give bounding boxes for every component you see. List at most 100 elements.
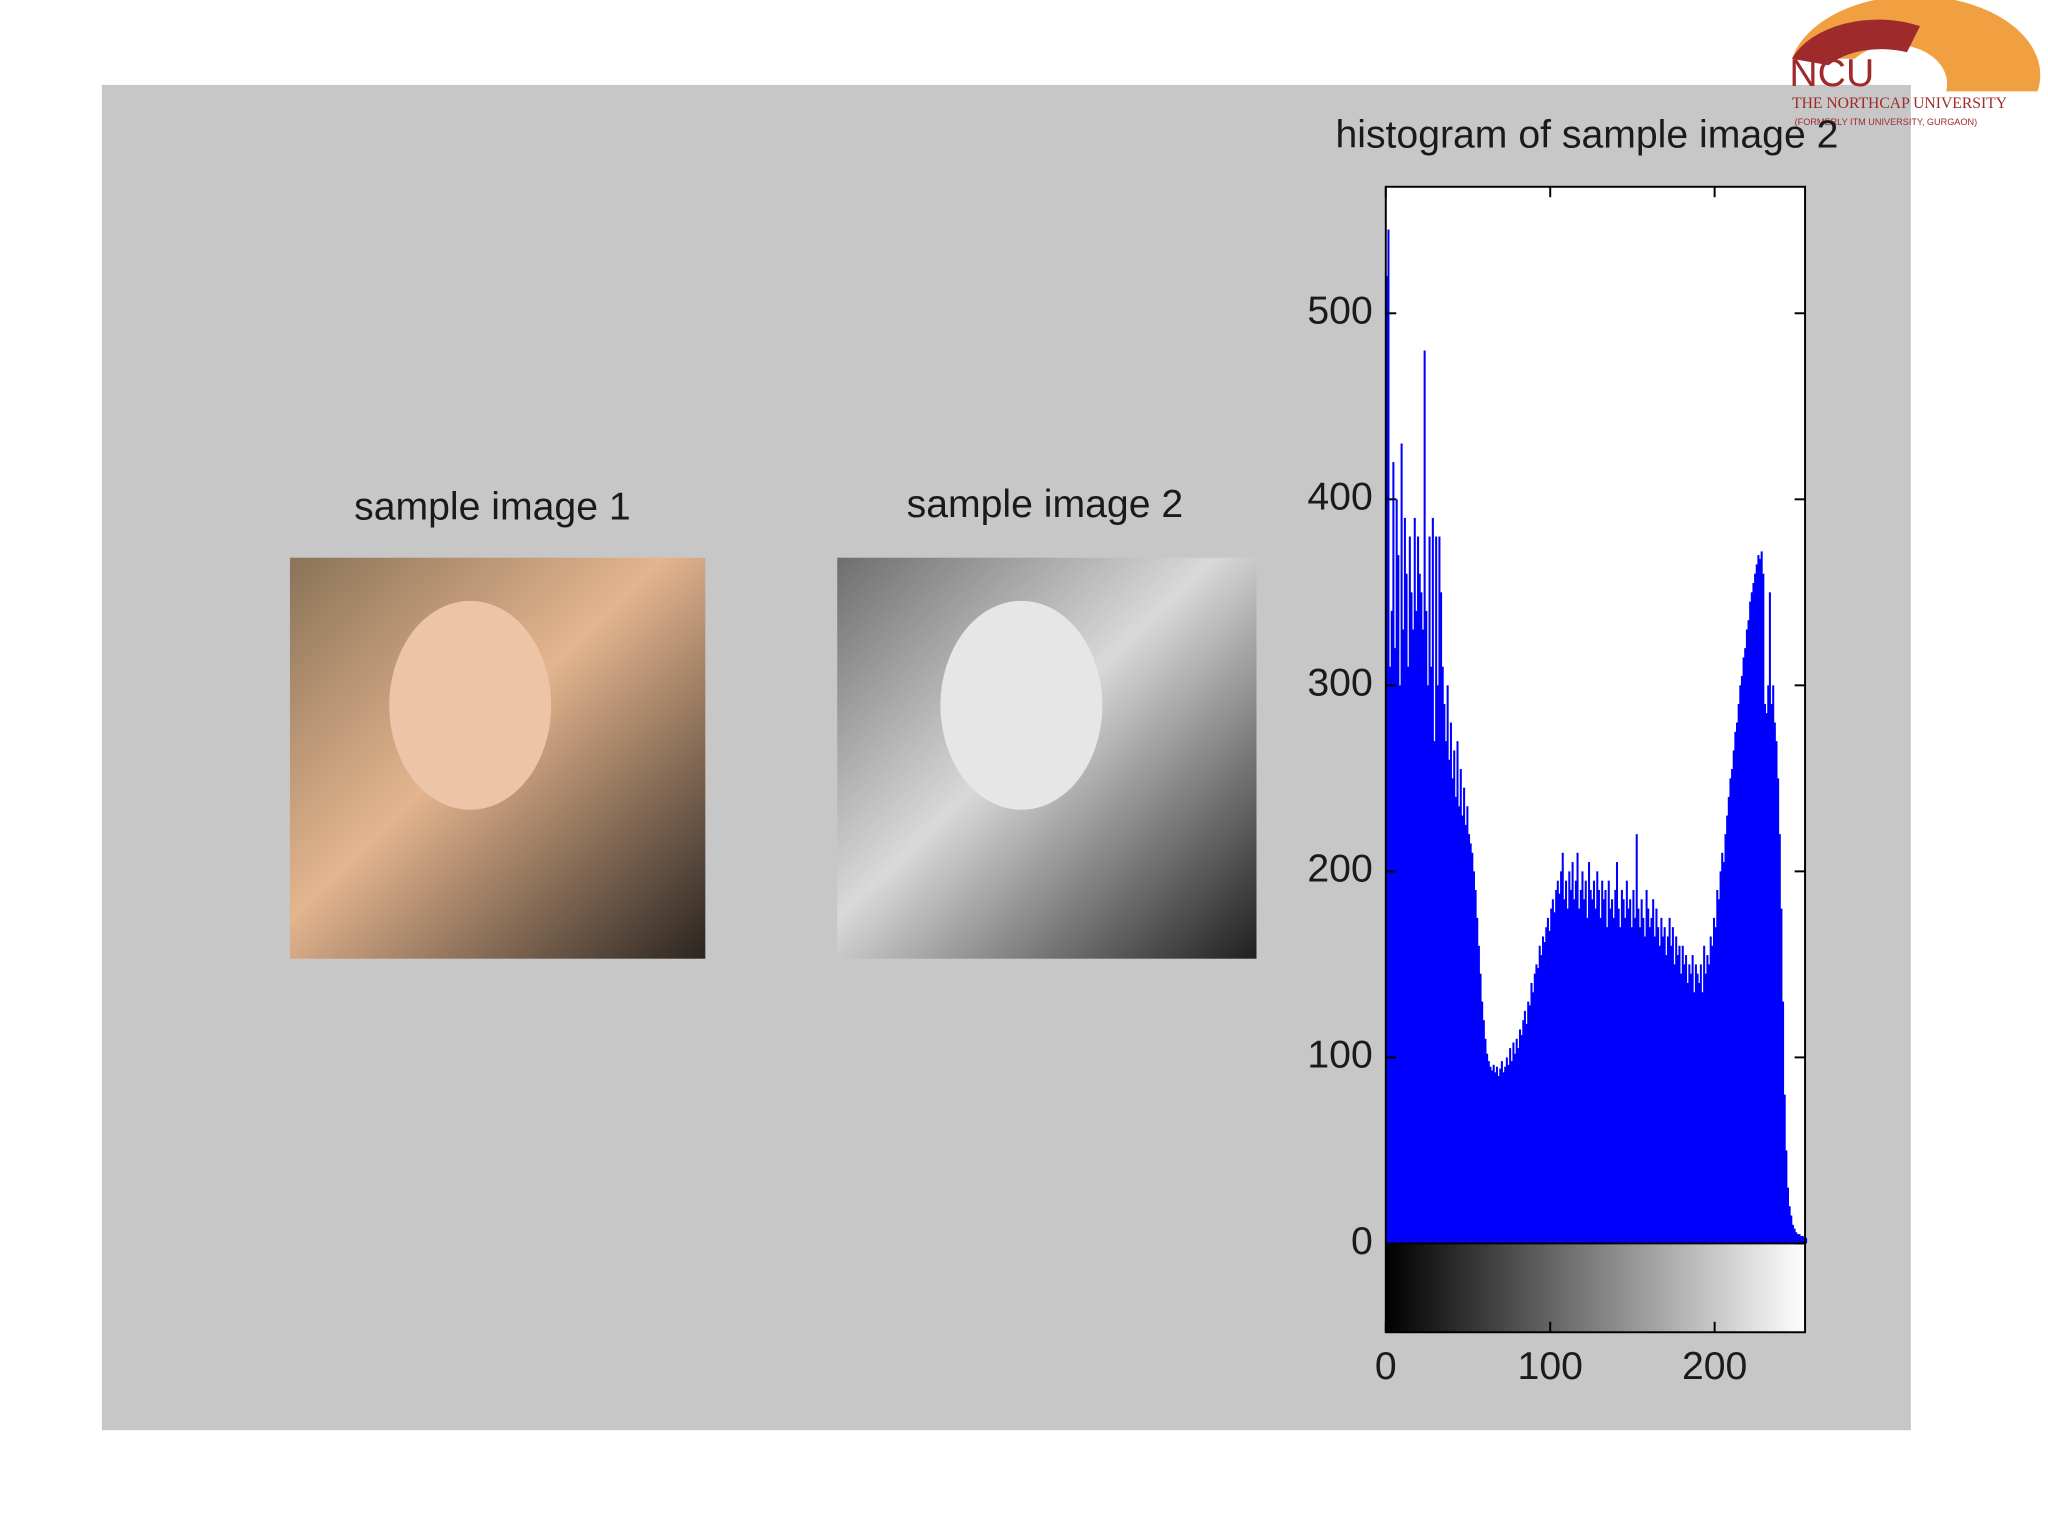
histogram-bar [1426, 685, 1429, 1244]
histogram-bar [1597, 889, 1600, 1244]
histogram-bar [1754, 573, 1757, 1244]
histogram-bar [1533, 973, 1536, 1244]
histogram-bar [1653, 936, 1656, 1244]
histogram-bar [1755, 564, 1758, 1244]
histogram-bar [1474, 889, 1477, 1244]
histogram-bar [1571, 862, 1574, 1244]
histogram-bar [1607, 880, 1610, 1244]
histogram-bar [1635, 834, 1638, 1244]
histogram-bar [1627, 908, 1630, 1244]
y-tick-label: 0 [1351, 1220, 1373, 1263]
histogram-bar [1750, 592, 1753, 1244]
histogram-bar [1389, 666, 1392, 1244]
histogram-bar [1448, 759, 1451, 1244]
histogram-bar [1400, 443, 1403, 1244]
histogram-bar [1663, 927, 1666, 1244]
histogram-bar [1694, 964, 1697, 1244]
histogram-bar [1579, 889, 1582, 1244]
histogram-bar [1568, 871, 1571, 1244]
histogram-bar [1461, 815, 1464, 1244]
histogram-bar [1530, 982, 1533, 1244]
histogram-bar [1515, 1038, 1518, 1244]
histogram-bar [1699, 964, 1702, 1244]
y-tick-label: 300 [1307, 662, 1372, 705]
histogram-bar [1560, 871, 1563, 1244]
histogram-bar [1805, 1237, 1808, 1244]
histogram-bar [1625, 880, 1628, 1244]
histogram-bar [1487, 1061, 1490, 1244]
histogram-bar [1657, 927, 1660, 1244]
histogram-bar [1701, 992, 1704, 1244]
histogram-bar [1425, 610, 1428, 1244]
histogram-bar [1744, 648, 1747, 1244]
histogram-bar [1676, 955, 1679, 1244]
histogram-bar [1714, 927, 1717, 1244]
histogram-bar [1505, 1057, 1508, 1244]
histogram-bar [1671, 927, 1674, 1244]
histogram-bar [1550, 908, 1553, 1244]
histogram-bar [1645, 889, 1648, 1244]
histogram-bar [1555, 889, 1558, 1244]
histogram-bar [1395, 499, 1398, 1244]
histogram-bar [1438, 536, 1441, 1244]
histogram-bar [1430, 666, 1433, 1244]
histogram-bar [1737, 703, 1740, 1244]
histogram-bar [1670, 945, 1673, 1244]
histogram-bar [1801, 1235, 1804, 1244]
histogram-bar [1502, 1072, 1505, 1244]
face [389, 600, 552, 810]
axes-box [1384, 185, 1807, 1334]
histogram-bar [1420, 592, 1423, 1244]
histogram-bar [1711, 945, 1714, 1244]
histogram-bar [1415, 610, 1418, 1244]
face [940, 600, 1103, 810]
histogram-bar [1412, 629, 1415, 1244]
histogram-bar [1528, 1005, 1531, 1244]
histogram-bar [1716, 889, 1719, 1244]
histogram-bar [1596, 871, 1599, 1244]
histogram-bar [1463, 787, 1466, 1244]
histogram-bar [1592, 880, 1595, 1244]
histogram-bar [1780, 908, 1783, 1244]
histogram-bar [1535, 964, 1538, 1244]
histogram-bar [1553, 912, 1556, 1244]
histogram-bar [1492, 1064, 1495, 1244]
histogram-bar [1683, 964, 1686, 1244]
histogram-bar [1385, 276, 1388, 1244]
histogram-bar [1655, 908, 1658, 1244]
histogram-bar [1459, 769, 1462, 1244]
histogram-bar [1620, 889, 1623, 1244]
histogram-bar [1747, 620, 1750, 1244]
histogram-bar [1584, 880, 1587, 1244]
logo-name: THE NORTHCAP UNIVERSITY [1792, 95, 2007, 112]
histogram-bar [1469, 843, 1472, 1244]
histogram-bar [1573, 899, 1576, 1244]
histogram-bar [1458, 806, 1461, 1244]
histogram-bar [1454, 796, 1457, 1244]
histogram-bar [1476, 917, 1479, 1244]
histogram-bar [1650, 917, 1653, 1244]
histogram-bar [1431, 517, 1434, 1244]
histogram-bar [1468, 834, 1471, 1244]
histogram-bar [1615, 862, 1619, 1244]
histogram-bar [1548, 930, 1551, 1244]
histogram-bar [1786, 1187, 1790, 1244]
histogram-bar [1410, 592, 1413, 1244]
histogram-bar [1790, 1215, 1793, 1244]
histogram-bar [1569, 889, 1572, 1244]
histogram-bar [1675, 936, 1678, 1244]
histogram-bar [1546, 917, 1549, 1244]
histogram-bar [1397, 555, 1400, 1244]
histogram-bar [1588, 862, 1591, 1244]
histogram-bar [1403, 517, 1406, 1244]
histogram-bar [1777, 778, 1780, 1244]
histogram-bar [1793, 1228, 1796, 1244]
x-tick-label: 200 [1682, 1345, 1747, 1388]
histogram-bar [1629, 899, 1632, 1244]
histogram-bar [1632, 889, 1635, 1244]
histogram-bar [1522, 1020, 1525, 1244]
histogram-bar [1433, 741, 1436, 1244]
histogram-bar [1466, 806, 1469, 1244]
histogram-bar [1703, 945, 1706, 1244]
